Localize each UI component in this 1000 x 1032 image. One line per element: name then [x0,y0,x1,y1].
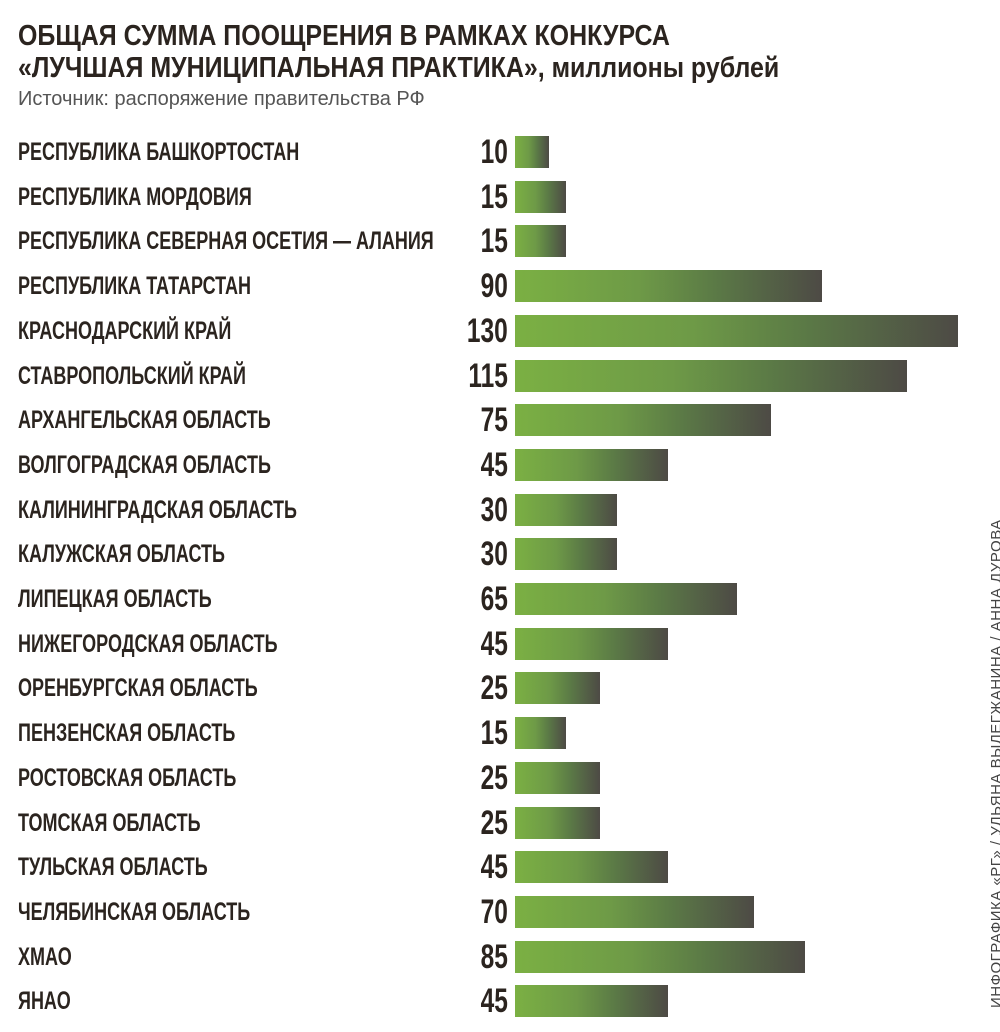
category-label: ХМАО [18,942,72,971]
value-label: 30 [480,490,508,529]
category-label: ЧЕЛЯБИНСКАЯ ОБЛАСТЬ [18,897,251,926]
bar [515,493,618,526]
category-label: РЕСПУБЛИКА СЕВЕРНАЯ ОСЕТИЯ — АЛАНИЯ [18,227,434,256]
value-label: 25 [480,758,508,797]
category-label: ТОМСКАЯ ОБЛАСТЬ [18,808,201,837]
value-label: 90 [480,267,508,306]
bar-row: КАЛИНИНГРАДСКАЯ ОБЛАСТЬ 30 [0,493,960,527]
value-label: 45 [480,445,508,484]
bar [515,717,567,750]
value-label: 115 [468,356,508,395]
bar-row: ЛИПЕЦКАЯ ОБЛАСТЬ 65 [0,582,960,616]
category-label: РЕСПУБЛИКА БАШКОРТОСТАН [18,138,300,166]
category-label: НИЖЕГОРОДСКАЯ ОБЛАСТЬ [18,629,278,658]
bar-row: РЕСПУБЛИКА СЕВЕРНАЯ ОСЕТИЯ — АЛАНИЯ 15 [0,224,960,258]
category-label: ЯНАО [18,987,71,1016]
category-label: РОСТОВСКАЯ ОБЛАСТЬ [18,763,237,792]
category-label: ПЕНЗЕНСКАЯ ОБЛАСТЬ [18,719,236,748]
value-label: 10 [480,133,508,171]
bar-row: КАЛУЖСКАЯ ОБЛАСТЬ 30 [0,537,960,571]
bar-row: ЧЕЛЯБИНСКАЯ ОБЛАСТЬ 70 [0,895,960,929]
bar-row: ТОМСКАЯ ОБЛАСТЬ 25 [0,806,960,840]
bar [515,895,754,928]
bar-row: НИЖЕГОРОДСКАЯ ОБЛАСТЬ 45 [0,627,960,661]
category-label: ЛИПЕЦКАЯ ОБЛАСТЬ [18,585,212,613]
bar [515,225,567,258]
bar-row: СТАВРОПОЛЬСКИЙ КРАЙ 115 [0,359,960,393]
title-line-2: «ЛУЧШАЯ МУНИЦИПАЛЬНАЯ ПРАКТИКА», [18,52,545,84]
value-label: 130 [467,311,508,350]
bar [515,314,958,347]
category-label: РЕСПУБЛИКА МОРДОВИЯ [18,182,252,211]
bar [515,136,550,168]
bar [515,672,601,705]
title-unit: миллионы рублей [544,52,780,84]
value-label: 85 [480,937,508,976]
bar-row: ЯНАО 45 [0,984,960,1018]
bar [515,627,669,660]
source-note: Источник: распоряжение правительства РФ [18,88,425,110]
bar [515,180,567,213]
value-label: 70 [480,892,508,931]
value-label: 25 [480,669,508,708]
value-label: 45 [480,848,508,887]
bar-row: ОРЕНБУРГСКАЯ ОБЛАСТЬ 25 [0,671,960,705]
bar-row: ТУЛЬСКАЯ ОБЛАСТЬ 45 [0,850,960,884]
category-label: СТАВРОПОЛЬСКИЙ КРАЙ [18,361,247,390]
value-label: 65 [480,580,508,618]
bar [515,851,669,884]
category-label: КАЛУЖСКАЯ ОБЛАСТЬ [18,540,225,569]
bar [515,940,805,973]
value-label: 15 [480,177,508,216]
category-label: КРАСНОДАРСКИЙ КРАЙ [18,316,232,345]
bar [515,538,618,571]
bar [515,448,669,481]
value-label: 30 [480,535,508,574]
bar-row: РЕСПУБЛИКА ТАТАРСТАН 90 [0,269,960,303]
value-label: 45 [480,982,508,1021]
value-label: 15 [480,222,508,261]
bar [515,806,601,839]
value-label: 45 [480,624,508,663]
bar [515,985,669,1018]
bar [515,404,771,437]
bar-row: РЕСПУБЛИКА МОРДОВИЯ 15 [0,180,960,214]
category-label: ОРЕНБУРГСКАЯ ОБЛАСТЬ [18,674,258,703]
bar [515,359,907,392]
bar-row: КРАСНОДАРСКИЙ КРАЙ 130 [0,314,960,348]
bar-row: ПЕНЗЕНСКАЯ ОБЛАСТЬ 15 [0,716,960,750]
value-label: 75 [480,401,508,440]
category-label: РЕСПУБЛИКА ТАТАРСТАН [18,272,251,301]
bar-row: РЕСПУБЛИКА БАШКОРТОСТАН 10 [0,135,960,169]
bar-row: АРХАНГЕЛЬСКАЯ ОБЛАСТЬ 75 [0,403,960,437]
category-label: ТУЛЬСКАЯ ОБЛАСТЬ [18,853,208,882]
category-label: КАЛИНИНГРАДСКАЯ ОБЛАСТЬ [18,495,297,524]
bar-row: ВОЛГОГРАДСКАЯ ОБЛАСТЬ 45 [0,448,960,482]
category-label: ВОЛГОГРАДСКАЯ ОБЛАСТЬ [18,450,271,479]
value-label: 25 [480,803,508,842]
bar [515,761,601,794]
value-label: 15 [480,714,508,753]
bar [515,583,737,615]
bar-row: ХМАО 85 [0,940,960,974]
bar-row: РОСТОВСКАЯ ОБЛАСТЬ 25 [0,761,960,795]
bar [515,270,822,303]
chart-title: ОБЩАЯ СУММА ПООЩРЕНИЯ В РАМКАХ КОНКУРСА … [18,20,779,84]
title-line-1: ОБЩАЯ СУММА ПООЩРЕНИЯ В РАМКАХ КОНКУРСА [18,20,670,52]
credit-text: ИНФОГРАФИКА «РГ» / УЛЬЯНА ВЫЛЕГЖАНИНА / … [988,519,1000,1008]
category-label: АРХАНГЕЛЬСКАЯ ОБЛАСТЬ [18,406,271,435]
